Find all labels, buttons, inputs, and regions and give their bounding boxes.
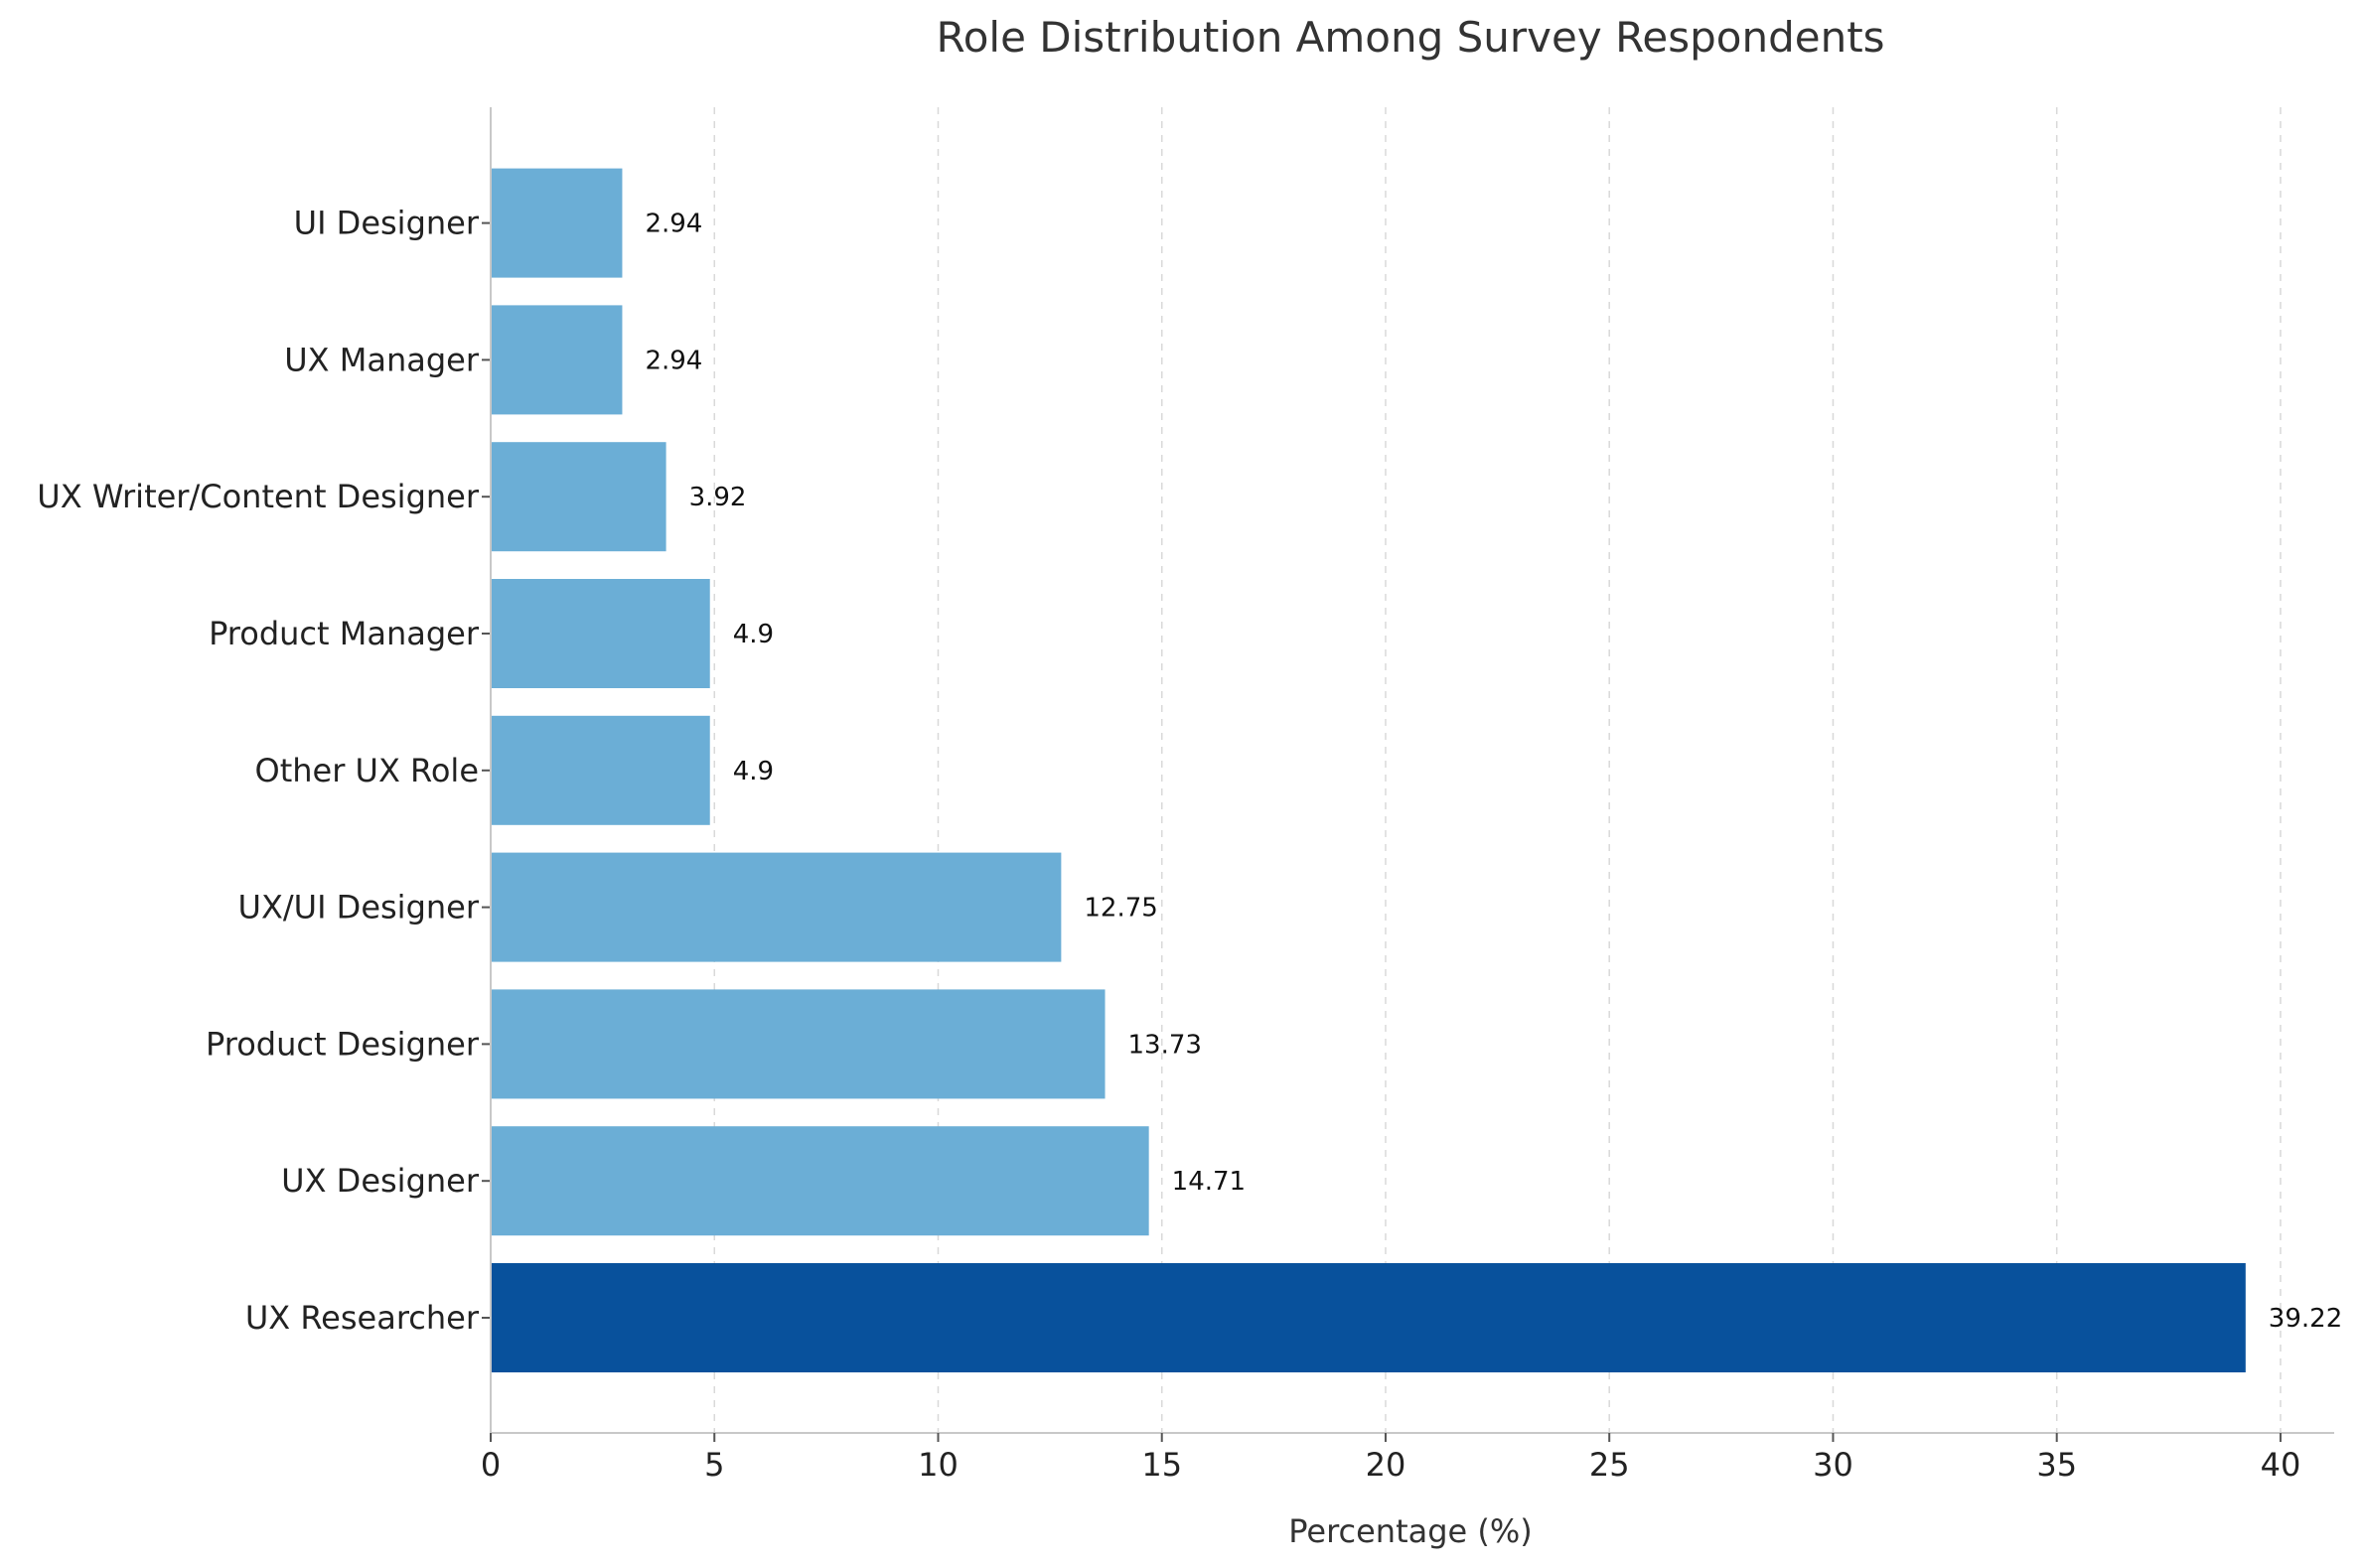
value-label-0: 39.22 — [2269, 1304, 2342, 1334]
x-tick-label-7: 35 — [2036, 1446, 2077, 1484]
bar-5 — [491, 579, 710, 688]
chart-title: Role Distribution Among Survey Responden… — [936, 13, 1884, 62]
x-tick-label-3: 15 — [1141, 1446, 1182, 1484]
bar-7 — [491, 305, 623, 415]
category-label-0: UX Researcher — [245, 1299, 480, 1337]
category-label-7: UX Manager — [284, 341, 480, 378]
bar-4 — [491, 715, 710, 825]
x-tick-label-0: 0 — [481, 1446, 501, 1484]
axis-layer: 0 5 10 15 20 25 30 35 40 — [481, 107, 2334, 1484]
bar-8 — [491, 168, 623, 278]
value-label-6: 3.92 — [689, 483, 747, 512]
category-label-1: UX Designer — [281, 1162, 480, 1200]
bar-3 — [491, 852, 1062, 962]
category-label-2: Product Designer — [206, 1025, 480, 1063]
category-label-6: UX Writer/Content Designer — [37, 478, 480, 515]
bar-6 — [491, 442, 666, 552]
x-tick-label-4: 20 — [1366, 1446, 1406, 1484]
bar-layer — [491, 168, 2246, 1372]
label-layer: UX Researcher 39.22 UX Designer 14.71 Produc… — [37, 205, 2342, 1337]
value-label-3: 12.75 — [1084, 894, 1157, 924]
bar-2 — [491, 989, 1106, 1099]
x-axis-label: Percentage (%) — [1288, 1512, 1533, 1550]
bar-0 — [491, 1263, 2246, 1372]
x-tick-label-8: 40 — [2261, 1446, 2301, 1484]
category-label-5: Product Manager — [209, 615, 480, 652]
x-tick-label-5: 25 — [1589, 1446, 1630, 1484]
category-label-4: Other UX Role — [255, 752, 480, 789]
value-label-7: 2.94 — [645, 346, 702, 375]
value-label-8: 2.94 — [645, 210, 702, 239]
value-label-5: 4.9 — [733, 620, 774, 649]
x-tick-label-1: 5 — [704, 1446, 724, 1484]
bar-1 — [491, 1126, 1149, 1236]
category-label-8: UI Designer — [294, 205, 480, 242]
x-tick-label-2: 10 — [918, 1446, 959, 1484]
x-tick-label-6: 30 — [1813, 1446, 1853, 1484]
value-label-1: 14.71 — [1172, 1167, 1246, 1197]
value-label-2: 13.73 — [1128, 1030, 1202, 1060]
value-label-4: 4.9 — [733, 757, 774, 786]
category-label-3: UX/UI Designer — [238, 889, 480, 927]
